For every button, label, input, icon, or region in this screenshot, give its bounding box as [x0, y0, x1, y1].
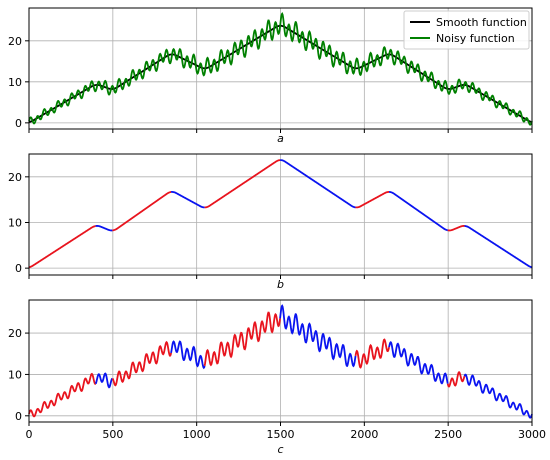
panel-label: a	[277, 132, 284, 145]
legend-label-0: Smooth function	[436, 16, 527, 29]
x-tick-label: 500	[102, 428, 123, 441]
x-tick-label: 1000	[183, 428, 211, 441]
panel-a: 0 10 20 a Smooth function Noisy function	[8, 7, 533, 145]
y-tick-label: 0	[15, 410, 22, 423]
segment-falling	[170, 340, 206, 370]
segment-rising	[354, 338, 390, 369]
segment-falling	[388, 340, 449, 385]
segment-rising	[28, 225, 96, 269]
segment-rising	[111, 340, 172, 387]
legend-label-1: Noisy function	[436, 32, 515, 45]
segment-rising	[203, 311, 281, 367]
y-tick-label: 20	[8, 35, 22, 48]
segment-rising	[446, 371, 466, 388]
segment-falling	[170, 191, 205, 209]
segment-falling	[279, 304, 357, 368]
series-line-1	[28, 12, 533, 126]
y-tick-label: 10	[8, 368, 22, 381]
segment-falling	[94, 372, 113, 389]
legend-box	[403, 10, 530, 50]
segment-rising	[204, 159, 281, 209]
y-tick-label: 0	[15, 262, 22, 275]
segment-falling	[464, 225, 533, 269]
segment-rising	[28, 372, 97, 418]
segment-rising	[447, 225, 465, 232]
segment-falling	[280, 159, 356, 209]
x-tick-label: 2000	[350, 428, 378, 441]
segment-falling	[95, 225, 113, 232]
segment-falling	[389, 191, 448, 232]
legend: Smooth function Noisy function	[403, 10, 530, 50]
panel-c: 0 10 20 0 500 1000 1500 2000 2500 3000 c	[8, 299, 546, 456]
y-tick-label: 10	[8, 216, 22, 229]
segment-falling	[463, 373, 533, 419]
segment-rising	[112, 191, 172, 232]
x-tick-label: 3000	[518, 428, 546, 441]
panel-b: 0 10 20 b	[8, 153, 533, 291]
x-tick-label: 2500	[434, 428, 462, 441]
x-tick-label: 1500	[267, 428, 295, 441]
y-tick-label: 20	[8, 171, 22, 184]
panel-label: c	[277, 443, 283, 456]
y-tick-label: 20	[8, 327, 22, 340]
panel-label: b	[277, 278, 284, 291]
y-tick-label: 10	[8, 76, 22, 89]
x-tick-label: 0	[26, 428, 33, 441]
y-tick-label: 0	[15, 117, 22, 130]
segment-rising	[355, 191, 390, 209]
